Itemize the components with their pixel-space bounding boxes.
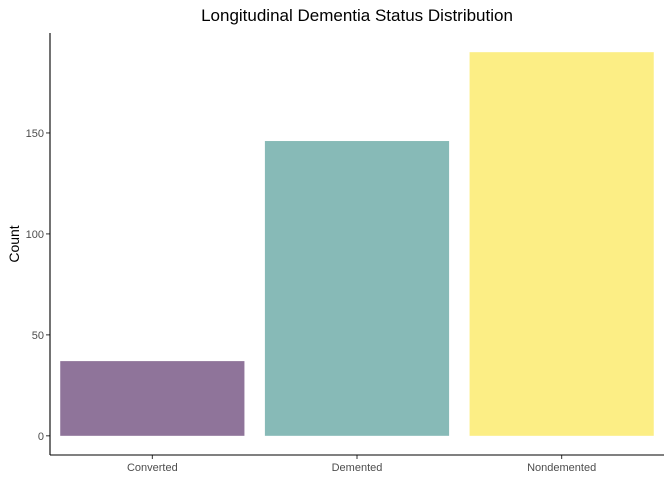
x-tick-label: Nondemented [527,462,596,474]
y-tick-label: 50 [32,330,44,342]
y-tick-label: 150 [26,128,44,140]
x-axis-ticks: Converted Demented Nondemented [127,455,596,474]
bars-group [60,52,654,436]
chart-title: Longitudinal Dementia Status Distributio… [201,6,513,25]
x-tick-label: Converted [127,462,178,474]
bar-converted [60,361,245,436]
bar-demented [264,141,450,436]
y-axis-ticks: 0 50 100 150 [26,128,50,443]
y-axis-title: Count [6,225,22,262]
bar-nondemented [469,52,654,436]
x-tick-label: Demented [332,462,383,474]
y-tick-label: 100 [26,229,44,241]
y-tick-label: 0 [38,431,44,443]
